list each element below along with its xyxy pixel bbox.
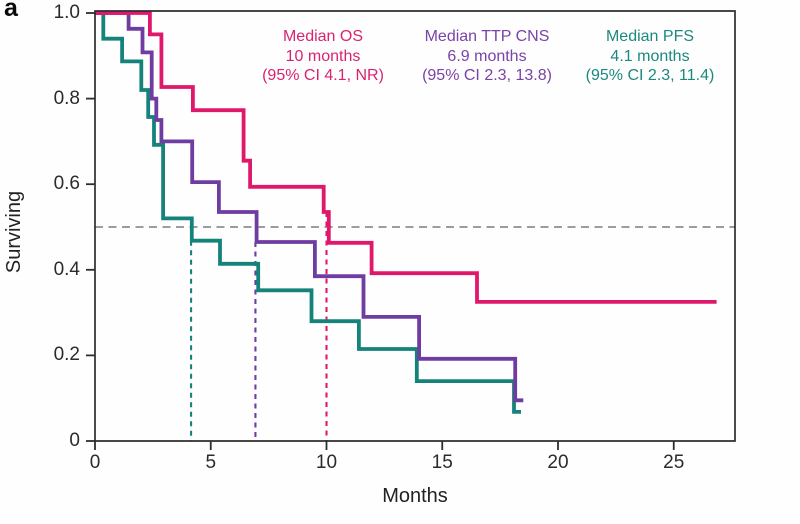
- panel-label: a: [4, 0, 18, 22]
- x-tick-label: 15: [431, 452, 453, 473]
- annotation-line: 10 months: [285, 47, 361, 65]
- annotation-line: (95% CI 2.3, 13.8): [422, 67, 552, 84]
- y-tick-label: 0.2: [53, 344, 80, 366]
- y-tick-label: 0: [69, 430, 80, 451]
- y-tick-label: 0.8: [53, 87, 80, 109]
- annotation-median-ttp-cns: Median TTP CNS 6.9 months (95% CI 2.3, 1…: [374, 27, 600, 86]
- x-tick-label: 0: [89, 452, 101, 473]
- curve-os: [95, 11, 717, 304]
- curve-pfs: [95, 11, 521, 414]
- x-tick-label: 10: [315, 452, 338, 473]
- x-tick-label: 25: [663, 452, 685, 473]
- annotation-line: (95% CI 2.3, 11.4): [585, 67, 715, 84]
- x-axis-label: Months: [382, 485, 448, 507]
- x-tick-label: 20: [547, 452, 569, 473]
- x-tick-label: 5: [205, 452, 217, 473]
- y-tick-label: 1.0: [53, 2, 80, 23]
- annotation-line: 4.1 months: [610, 47, 690, 65]
- annotation-line: Median TTP CNS: [424, 28, 550, 45]
- annotation-line: Median PFS: [605, 28, 695, 45]
- annotation-line: 6.9 months: [447, 47, 527, 65]
- y-axis-label: Surviving: [3, 190, 25, 274]
- annotation-median-os: Median OS 10 months (95% CI 4.1, NR): [210, 27, 436, 86]
- y-tick-label: 0.4: [53, 258, 80, 280]
- annotation-line: Median OS: [282, 28, 364, 45]
- plot-frame: [94, 10, 736, 442]
- curve-ttp-cns: [95, 11, 524, 403]
- y-tick-label: 0.6: [53, 173, 80, 195]
- annotation-line: (95% CI 4.1, NR): [262, 67, 384, 84]
- annotation-median-pfs: Median PFS 4.1 months (95% CI 2.3, 11.4): [537, 27, 763, 86]
